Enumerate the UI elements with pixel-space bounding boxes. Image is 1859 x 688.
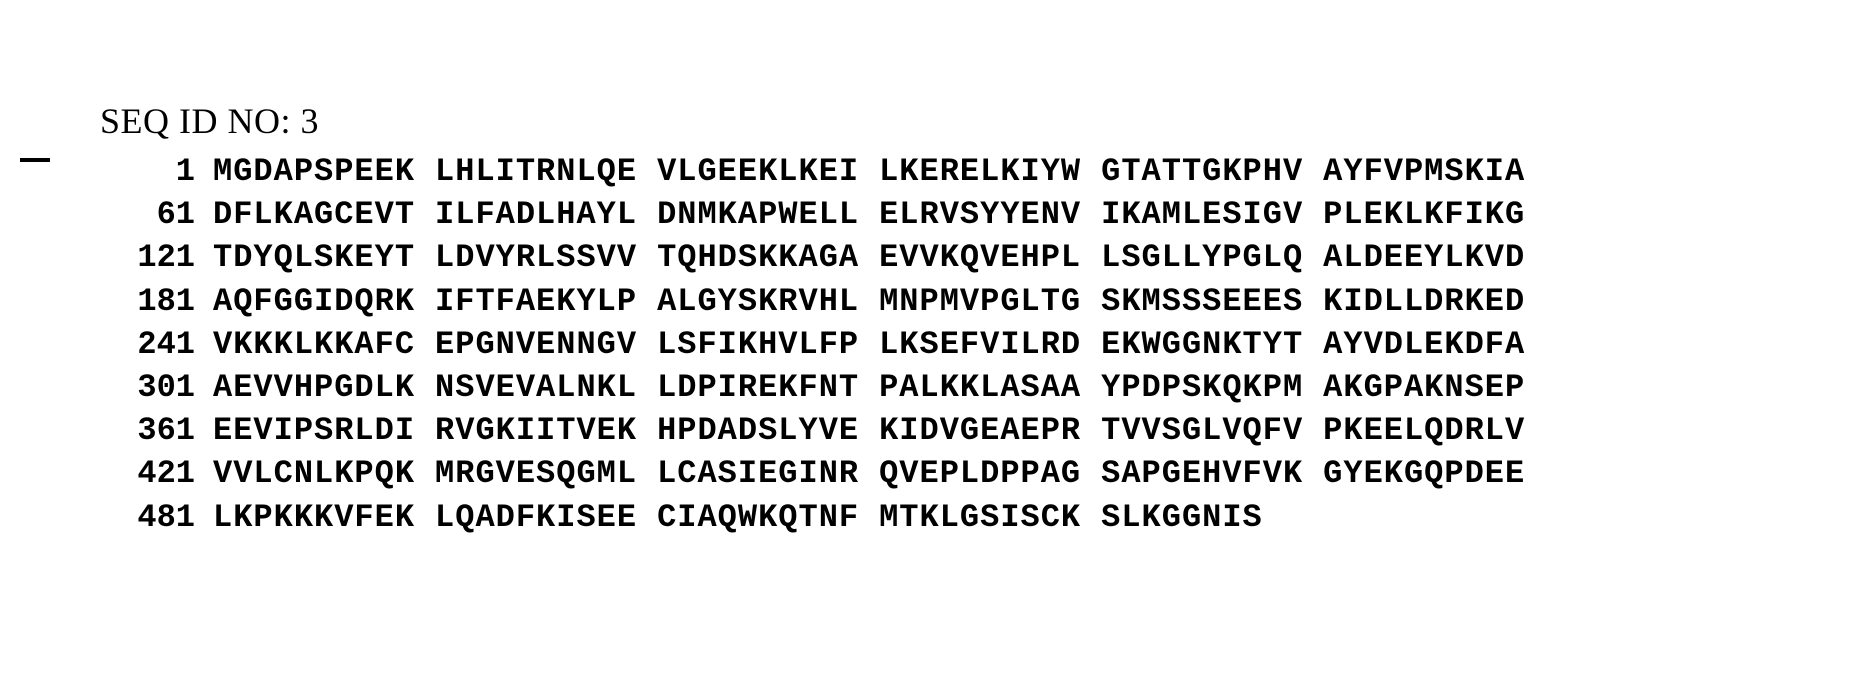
sequence-block: LCASIEGINR (657, 452, 859, 495)
sequence-block: RVGKIITVEK (435, 409, 637, 452)
sequence-block: HPDADSLYVE (657, 409, 859, 452)
sequence-block: EVVKQVEHPL (879, 236, 1081, 279)
sequence-block: AEVVHPGDLK (213, 366, 415, 409)
sequence-row: 361 EEVIPSRLDI RVGKIITVEK HPDADSLYVE KIDVGEA… (100, 409, 1525, 452)
sequence-block: VLGEEKLKEI (657, 150, 859, 193)
sequence-row: 481 LKPKKKVFEK LQADFKISEE CIAQWKQTNF MTKLGSI… (100, 496, 1525, 539)
sequence-block: LKERELKIYW (879, 150, 1081, 193)
sequence-block: PLEKLKFIKG (1323, 193, 1525, 236)
sequence-block: SLKGGNIS (1101, 496, 1263, 539)
sequence-row: 61 DFLKAGCEVT ILFADLHAYL DNMKAPWELL ELRVSYYE… (100, 193, 1525, 236)
sequence-row: 1 MGDAPSPEEK LHLITRNLQE VLGEEKLKEI LKERELKIY… (100, 150, 1525, 193)
sequence-block: DFLKAGCEVT (213, 193, 415, 236)
sequence-block: ILFADLHAYL (435, 193, 637, 236)
sequence-block: LSFIKHVLFP (657, 323, 859, 366)
sequence-block: SKMSSSEEES (1101, 280, 1303, 323)
position-number: 241 (100, 323, 195, 366)
position-number: 361 (100, 409, 195, 452)
sequence-block: ALGYSKRVHL (657, 280, 859, 323)
position-number: 481 (100, 496, 195, 539)
sequence-block: LHLITRNLQE (435, 150, 637, 193)
sequence-row: 181 AQFGGIDQRK IFTFAEKYLP ALGYSKRVHL MNPMVPG… (100, 280, 1525, 323)
sequence-block: YPDPSKQKPM (1101, 366, 1303, 409)
sequence-row: 301 AEVVHPGDLK NSVEVALNKL LDPIREKFNT PALKKLA… (100, 366, 1525, 409)
sequence-block: IKAMLESIGV (1101, 193, 1303, 236)
sequence-block: TVVSGLVQFV (1101, 409, 1303, 452)
sequence-block: VVLCNLKPQK (213, 452, 415, 495)
sequence-block: PKEELQDRLV (1323, 409, 1525, 452)
sequence-rows: 1 MGDAPSPEEK LHLITRNLQE VLGEEKLKEI LKERELKIY… (100, 150, 1525, 539)
sequence-block: CIAQWKQTNF (657, 496, 859, 539)
sequence-row: 121 TDYQLSKEYT LDVYRLSSVV TQHDSKKAGA EVVKQVE… (100, 236, 1525, 279)
sequence-block: VKKKLKKAFC (213, 323, 415, 366)
sequence-row: 241 VKKKLKKAFC EPGNVENNGV LSFIKHVLFP LKSEFVI… (100, 323, 1525, 366)
sequence-block: LDPIREKFNT (657, 366, 859, 409)
sequence-block: SAPGEHVFVK (1101, 452, 1303, 495)
position-number: 181 (100, 280, 195, 323)
sequence-block: MGDAPSPEEK (213, 150, 415, 193)
sequence-block: TDYQLSKEYT (213, 236, 415, 279)
sequence-block: LKPKKKVFEK (213, 496, 415, 539)
position-number: 421 (100, 452, 195, 495)
sequence-block: LSGLLYPGLQ (1101, 236, 1303, 279)
sequence-block: IFTFAEKYLP (435, 280, 637, 323)
sequence-block: ALDEEYLKVD (1323, 236, 1525, 279)
sequence-header: SEQ ID NO: 3 (100, 100, 1525, 142)
position-number: 301 (100, 366, 195, 409)
sequence-block: MTKLGSISCK (879, 496, 1081, 539)
sequence-block: GTATTGKPHV (1101, 150, 1303, 193)
sequence-block: LDVYRLSSVV (435, 236, 637, 279)
sequence-block: EEVIPSRLDI (213, 409, 415, 452)
sequence-block: EKWGGNKTYT (1101, 323, 1303, 366)
sequence-block: NSVEVALNKL (435, 366, 637, 409)
sequence-block: LKSEFVILRD (879, 323, 1081, 366)
position-number: 1 (100, 150, 195, 193)
sequence-block: AKGPAKNSEP (1323, 366, 1525, 409)
sequence-block: DNMKAPWELL (657, 193, 859, 236)
sequence-block: KIDVGEAEPR (879, 409, 1081, 452)
sequence-block: AYVDLEKDFA (1323, 323, 1525, 366)
sequence-block: EPGNVENNGV (435, 323, 637, 366)
sequence-block: AQFGGIDQRK (213, 280, 415, 323)
sequence-block: MNPMVPGLTG (879, 280, 1081, 323)
sequence-block: QVEPLDPPAG (879, 452, 1081, 495)
sequence-block: LQADFKISEE (435, 496, 637, 539)
sequence-block: ELRVSYYENV (879, 193, 1081, 236)
sequence-block: MRGVESQGML (435, 452, 637, 495)
position-number: 121 (100, 236, 195, 279)
sequence-block: AYFVPMSKIA (1323, 150, 1525, 193)
sequence-row: 421 VVLCNLKPQK MRGVESQGML LCASIEGINR QVEPLDP… (100, 452, 1525, 495)
sequence-block: TQHDSKKAGA (657, 236, 859, 279)
sequence-block: KIDLLDRKED (1323, 280, 1525, 323)
left-margin-mark (20, 158, 50, 162)
position-number: 61 (100, 193, 195, 236)
sequence-block: GYEKGQPDEE (1323, 452, 1525, 495)
sequence-block: PALKKLASAA (879, 366, 1081, 409)
sequence-container: SEQ ID NO: 3 1 MGDAPSPEEK LHLITRNLQE VLGEEK… (100, 100, 1525, 539)
